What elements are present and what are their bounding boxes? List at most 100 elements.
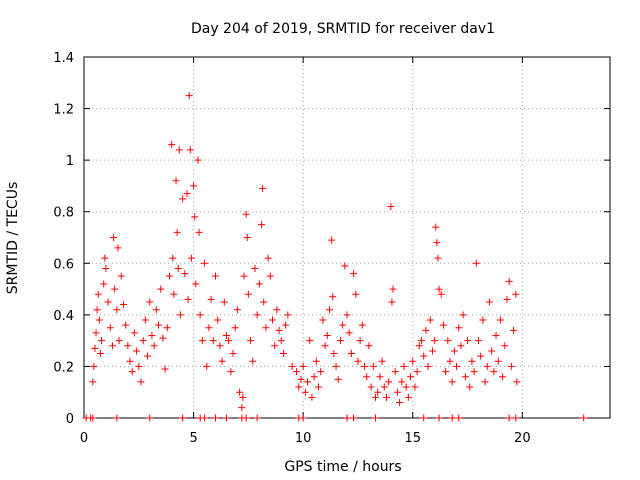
data-point xyxy=(185,92,193,100)
data-point xyxy=(336,337,344,345)
data-point xyxy=(448,378,456,386)
data-point xyxy=(114,244,122,252)
data-point xyxy=(201,259,209,267)
data-point xyxy=(464,337,472,345)
data-point xyxy=(268,316,276,324)
data-point xyxy=(95,316,103,324)
data-point xyxy=(382,393,390,401)
data-point xyxy=(378,357,386,365)
gridlines xyxy=(84,57,610,418)
axis-ticks: 0 0.2 0.4 0.6 0.8 1 1.2 1.4 0 5 10 15 20 xyxy=(53,51,610,446)
data-point xyxy=(479,316,487,324)
y-tick-label: 0.2 xyxy=(53,360,74,375)
data-point xyxy=(152,306,160,314)
data-point xyxy=(389,285,397,293)
data-point xyxy=(345,329,353,337)
data-point xyxy=(122,321,130,329)
y-tick-label: 1 xyxy=(66,154,74,169)
data-point xyxy=(477,352,485,360)
data-point xyxy=(411,383,419,391)
data-point-zero xyxy=(212,414,219,422)
data-point xyxy=(306,337,314,345)
data-point xyxy=(334,375,342,383)
data-point xyxy=(273,306,281,314)
data-point xyxy=(203,362,211,370)
data-point xyxy=(435,285,443,293)
data-point xyxy=(499,373,507,381)
data-point xyxy=(244,290,252,298)
data-point xyxy=(191,213,199,221)
data-point xyxy=(192,280,200,288)
data-point xyxy=(150,342,158,350)
x-tick-label: 20 xyxy=(514,431,531,446)
data-point-zero xyxy=(253,414,261,422)
data-point xyxy=(168,141,176,149)
data-point xyxy=(341,262,349,270)
data-point xyxy=(262,324,270,332)
data-point xyxy=(354,357,362,365)
x-tick-label: 15 xyxy=(404,431,421,446)
data-point xyxy=(117,272,125,280)
data-point xyxy=(187,254,195,262)
data-point xyxy=(115,337,123,345)
data-point xyxy=(319,316,327,324)
x-axis-title: GPS time / hours xyxy=(284,459,401,475)
data-point xyxy=(225,337,233,345)
data-point xyxy=(179,195,187,203)
data-point xyxy=(108,342,116,350)
data-points xyxy=(82,92,588,422)
data-point xyxy=(330,350,338,358)
data-point xyxy=(358,321,366,329)
data-point xyxy=(461,373,469,381)
data-point xyxy=(216,342,224,350)
data-point xyxy=(111,285,119,293)
data-point xyxy=(385,378,393,386)
data-point xyxy=(146,298,154,306)
data-point xyxy=(426,316,434,324)
data-point xyxy=(483,362,491,370)
data-point-zero xyxy=(420,414,428,422)
data-point xyxy=(195,228,203,236)
data-point xyxy=(148,331,156,339)
data-point xyxy=(119,301,127,309)
data-point xyxy=(102,264,110,272)
data-point xyxy=(376,373,384,381)
data-point xyxy=(139,337,147,345)
data-point xyxy=(380,383,388,391)
data-point-zero xyxy=(512,414,520,422)
data-point xyxy=(505,277,513,285)
y-tick-label: 0.6 xyxy=(53,257,74,272)
data-point xyxy=(455,324,463,332)
data-point xyxy=(231,324,239,332)
data-point-zero xyxy=(89,414,97,422)
data-point xyxy=(512,290,520,298)
data-point xyxy=(196,311,204,319)
data-point xyxy=(485,298,493,306)
data-point xyxy=(172,177,180,185)
data-point xyxy=(133,347,141,355)
data-point xyxy=(371,393,379,401)
data-point xyxy=(253,311,261,319)
data-point xyxy=(170,290,178,298)
data-point xyxy=(450,347,458,355)
data-point xyxy=(315,383,323,391)
data-point xyxy=(424,362,432,370)
data-point xyxy=(100,280,108,288)
data-point-zero xyxy=(179,414,187,422)
data-point xyxy=(255,280,263,288)
data-point xyxy=(492,331,500,339)
data-point xyxy=(163,324,171,332)
data-point-zero xyxy=(448,414,456,422)
data-point-zero xyxy=(343,414,351,422)
data-point xyxy=(260,298,268,306)
y-tick-label: 0 xyxy=(66,412,74,427)
data-point xyxy=(393,388,401,396)
data-point-zero xyxy=(371,414,379,422)
data-point xyxy=(418,337,426,345)
data-point xyxy=(169,254,177,262)
data-point xyxy=(175,146,183,154)
data-point xyxy=(207,295,215,303)
x-tick-label: 0 xyxy=(80,431,88,446)
data-point xyxy=(251,264,259,272)
data-point xyxy=(415,342,423,350)
